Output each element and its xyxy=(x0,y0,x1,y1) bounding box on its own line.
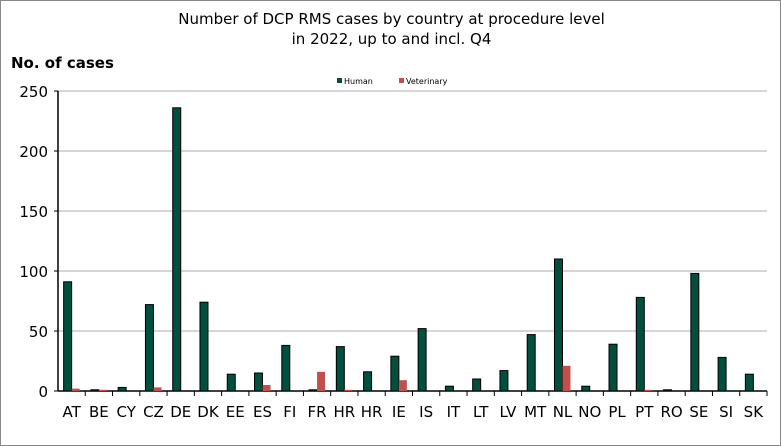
x-tick-label: CZ xyxy=(143,403,164,421)
bar-human xyxy=(90,389,100,392)
bar-human xyxy=(526,334,536,392)
bar-human xyxy=(144,304,154,392)
bar-veterinary xyxy=(562,365,571,391)
bar-veterinary xyxy=(262,385,271,391)
bar-veterinary xyxy=(153,387,162,391)
bar-veterinary xyxy=(398,380,407,391)
x-tick-label: SI xyxy=(719,403,733,421)
bar-human xyxy=(172,107,182,392)
x-tick-label: FI xyxy=(283,403,296,421)
x-tick-label: NL xyxy=(553,403,573,421)
x-tick-label: IE xyxy=(392,403,406,421)
y-tick-label: 250 xyxy=(19,83,48,101)
title-line-2: in 2022, up to and incl. Q4 xyxy=(291,30,492,48)
x-tick-label: PT xyxy=(635,403,654,421)
x-tick-label: MT xyxy=(524,403,547,421)
bar-veterinary xyxy=(317,371,326,391)
bar-human xyxy=(717,356,727,392)
x-tick-label: IS xyxy=(419,403,433,421)
legend-label-human: Human xyxy=(344,77,373,86)
legend-swatch-veterinary xyxy=(399,78,404,83)
bar-human xyxy=(281,344,291,392)
x-tick-label: LT xyxy=(473,403,489,421)
x-tick-label: NO xyxy=(578,403,601,421)
x-tick-label: DE xyxy=(170,403,191,421)
x-tick-label: HR xyxy=(361,403,383,421)
bar-human xyxy=(254,372,264,392)
x-tick-label: FR xyxy=(308,403,327,421)
x-tick-label: CY xyxy=(116,403,136,421)
y-tick-label: 100 xyxy=(19,263,48,281)
bar-human xyxy=(744,373,754,392)
y-axis-label: No. of cases xyxy=(11,54,114,72)
y-tick-label: 50 xyxy=(29,323,48,341)
x-tick-label: HR xyxy=(333,403,355,421)
x-tick-label: EE xyxy=(226,403,245,421)
y-tick-label: 200 xyxy=(19,143,48,161)
y-tick-label: 150 xyxy=(19,203,48,221)
x-tick-label: BE xyxy=(89,403,109,421)
bar-human xyxy=(635,296,645,392)
x-tick-label: PL xyxy=(608,403,626,421)
y-tick-label: 0 xyxy=(38,383,48,401)
x-tick-label: RO xyxy=(660,403,682,421)
bar-human xyxy=(308,389,318,392)
bar-human xyxy=(363,371,373,392)
bar-veterinary xyxy=(71,388,80,391)
bar-human xyxy=(444,385,454,392)
bar-veterinary xyxy=(644,389,653,391)
bar-human xyxy=(63,281,73,392)
x-tick-label: SE xyxy=(689,403,708,421)
bar-veterinary xyxy=(98,389,107,391)
legend-swatch-human xyxy=(337,78,342,83)
x-tick-label: DK xyxy=(197,403,220,421)
title-line-1: Number of DCP RMS cases by country at pr… xyxy=(178,10,605,28)
bar-human xyxy=(499,370,509,392)
x-tick-label: SK xyxy=(744,403,765,421)
bar-human xyxy=(581,385,591,392)
x-tick-label: IT xyxy=(447,403,461,421)
x-tick-label: ES xyxy=(253,403,272,421)
bar-human xyxy=(390,355,400,392)
chart-title: Number of DCP RMS cases by country at pr… xyxy=(1,9,780,49)
bar-human xyxy=(663,389,673,392)
bar-human xyxy=(226,373,236,392)
legend-label-veterinary: Veterinary xyxy=(406,77,448,86)
bar-human xyxy=(117,386,127,392)
bar-human xyxy=(199,301,209,392)
bar-human xyxy=(553,258,563,392)
x-tick-label: LV xyxy=(499,403,517,421)
bar-veterinary xyxy=(344,389,353,391)
bar-human xyxy=(608,343,618,392)
bar-human xyxy=(472,378,482,392)
bar-human xyxy=(690,272,700,392)
bar-human xyxy=(335,346,345,392)
x-tick-label: AT xyxy=(63,403,82,421)
bar-human xyxy=(417,328,427,392)
